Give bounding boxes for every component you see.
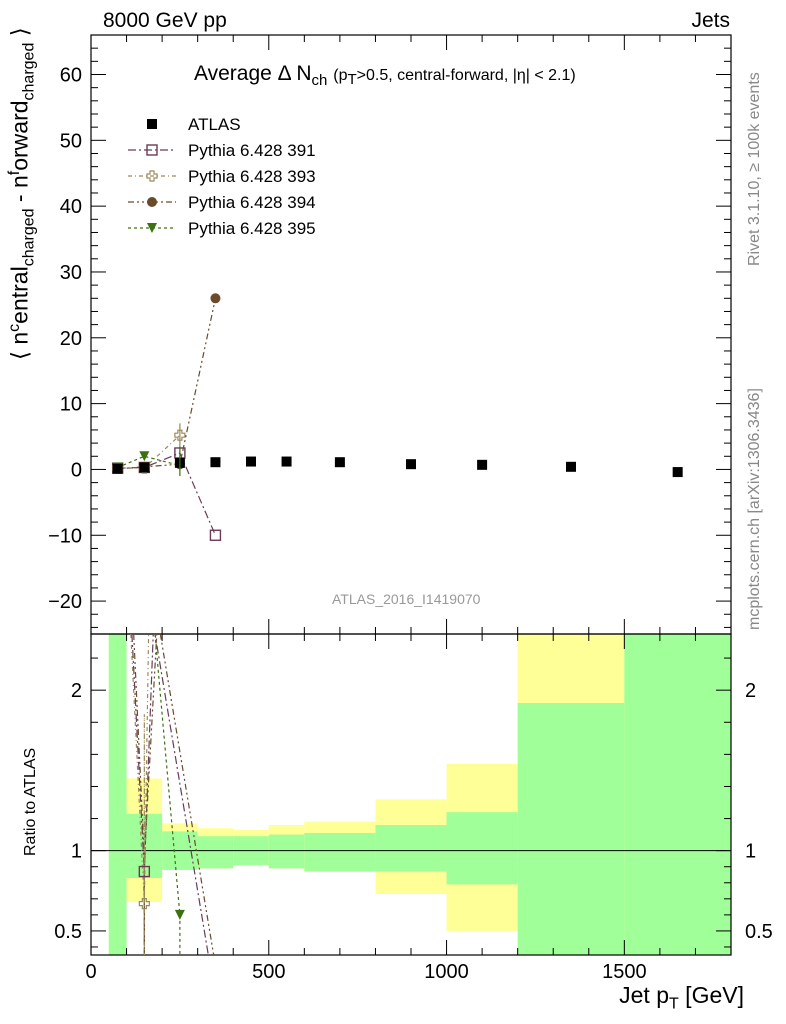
rivet-version-label: Rivet 3.1.10, ≥ 100k events — [746, 72, 763, 266]
x-tick-label: 1000 — [424, 961, 469, 983]
ratio-line-pythia-6-428-393 — [130, 634, 150, 955]
ratio-y-tick-label-right: 0.5 — [745, 921, 773, 943]
legend-marker-pythia-6-428-395 — [147, 223, 157, 233]
series-line-pythia-6-428-391 — [117, 452, 216, 536]
legend-label-pythia-6-428-394: Pythia 6.428 394 — [188, 193, 316, 212]
observable-group-label: Jets — [691, 9, 730, 32]
y-axis-label: ⟨ ncentralcharged - nforwardcharged ⟩ — [6, 27, 38, 360]
ratio-y-tick-label: 1 — [71, 841, 82, 863]
ratio-band-green-8 — [446, 812, 518, 885]
series-line-pythia-6-428-393 — [117, 434, 181, 469]
data-point-atlas — [210, 457, 221, 468]
legend-marker-pythia-6-428-394 — [147, 197, 157, 207]
data-point-atlas — [112, 463, 123, 474]
data-point-atlas — [281, 456, 292, 467]
y-tick-label: 10 — [60, 394, 82, 416]
data-point-pythia-6-428-391 — [209, 529, 222, 541]
y-tick-label: −20 — [48, 591, 82, 613]
ratio-point-pythia-6-428-395 — [174, 909, 185, 920]
ratio-y-tick-label: 2 — [71, 680, 82, 702]
x-tick-label: 500 — [252, 961, 285, 983]
ratio-band-green-5 — [268, 834, 305, 869]
ratio-band-green-6 — [304, 833, 376, 872]
data-point-atlas — [672, 467, 683, 478]
data-point-atlas — [334, 457, 345, 468]
ratio-band-green-7 — [375, 824, 447, 872]
y-tick-label: 30 — [60, 262, 82, 284]
data-point-atlas — [406, 459, 416, 470]
y-tick-label: 0 — [71, 459, 82, 481]
ratio-line-pythia-6-428-395 — [154, 634, 181, 955]
ratio-point-pythia-6-428-393 — [138, 898, 150, 910]
data-point-pythia-6-428-395 — [139, 451, 150, 462]
ratio-band-green-3 — [197, 836, 234, 869]
analysis-watermark: ATLAS_2016_I1419070 — [332, 591, 481, 607]
legend-marker-pythia-6-428-391 — [146, 144, 158, 156]
data-point-atlas — [566, 461, 576, 472]
y-tick-label: 60 — [60, 64, 82, 86]
data-point-atlas — [139, 462, 150, 473]
ratio-band-green-9 — [517, 703, 625, 955]
data-point-pythia-6-428-394 — [210, 293, 221, 304]
x-axis-label: Jet pT [GeV] — [619, 982, 744, 1013]
y-tick-label: −10 — [48, 525, 82, 547]
legend-label-pythia-6-428-393: Pythia 6.428 393 — [188, 167, 316, 186]
ratio-point-pythia-6-428-391 — [138, 865, 151, 878]
legend-label-pythia-6-428-391: Pythia 6.428 391 — [188, 141, 316, 160]
ratio-band-green-0 — [108, 634, 127, 955]
ratio-y-tick-label-right: 1 — [745, 841, 756, 863]
data-point-atlas — [246, 456, 256, 467]
legend-marker-pythia-6-428-393 — [146, 170, 158, 182]
x-tick-label: 1500 — [602, 961, 647, 983]
ratio-y-tick-label: 0.5 — [54, 921, 82, 943]
process-label: 8000 GeV pp — [103, 9, 227, 32]
y-tick-label: 20 — [60, 328, 82, 350]
legend-label-atlas: ATLAS — [188, 115, 241, 134]
y-tick-label: 40 — [60, 196, 82, 218]
ratio-y-axis-label: Ratio to ATLAS — [22, 747, 39, 856]
legend-marker-atlas — [147, 119, 157, 129]
data-point-pythia-6-428-393 — [174, 429, 186, 441]
main-plot-frame — [90, 34, 732, 635]
mcplots-reference-label: mcplots.cern.ch [arXiv:1306.3436] — [746, 388, 763, 630]
data-point-atlas — [477, 459, 488, 470]
y-tick-label: 50 — [60, 130, 82, 152]
chart-title: Average Δ Nch (pT>0.5, central-forward, … — [194, 62, 576, 90]
legend-label-pythia-6-428-395: Pythia 6.428 395 — [188, 219, 316, 238]
ratio-band-green-10 — [624, 634, 731, 955]
ratio-series-group — [130, 634, 215, 955]
ratio-y-tick-label-right: 2 — [745, 680, 756, 702]
series-line-pythia-6-428-394 — [117, 298, 217, 470]
x-tick-label: 0 — [85, 961, 96, 983]
